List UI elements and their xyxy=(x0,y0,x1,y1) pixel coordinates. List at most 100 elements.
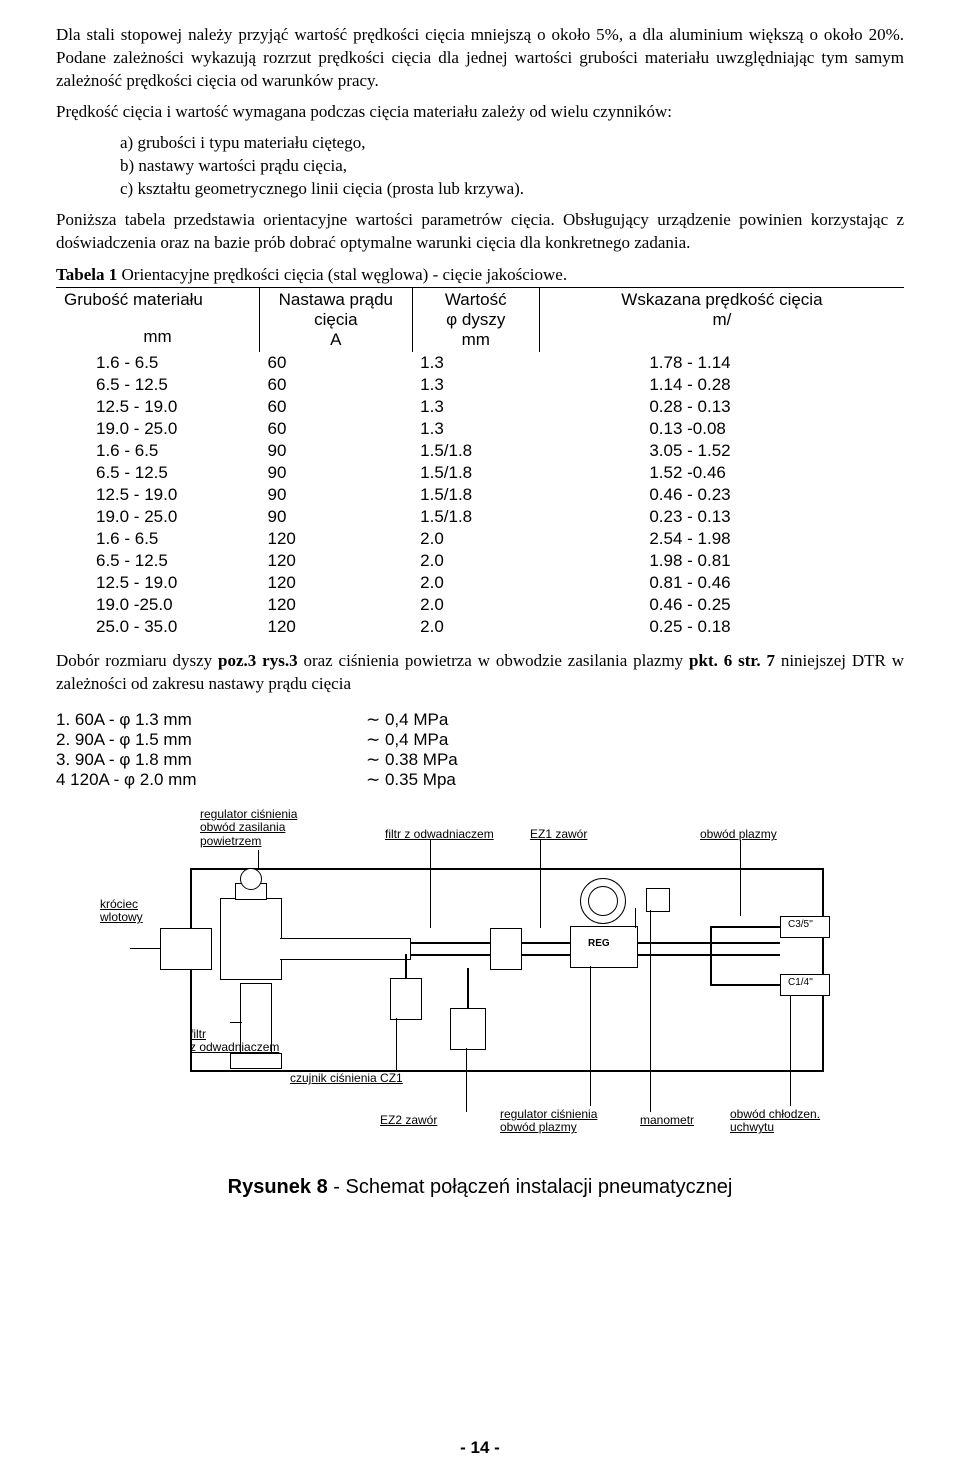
page-number: - 14 - xyxy=(0,1438,960,1458)
table-cell: 2.0 xyxy=(412,594,539,616)
table-cell: 1.3 xyxy=(412,396,539,418)
table-cell: 60 xyxy=(260,352,413,374)
table-row: 12.5 - 19.0901.5/1.80.46 - 0.23 xyxy=(56,484,904,506)
table-cell: 1.52 -0.46 xyxy=(539,462,904,484)
th4-l2: m/ xyxy=(712,310,731,330)
nozzle-left: 4 120A - φ 2.0 mm xyxy=(56,770,366,790)
table-title-bold: Tabela 1 xyxy=(56,265,117,284)
table-header-row: Grubość materiału mm Nastawa prądu cięci… xyxy=(56,288,904,353)
table-cell: 120 xyxy=(260,594,413,616)
lbl-obwchl2: uchwytu xyxy=(730,1121,774,1134)
nozzle-left: 1. 60A - φ 1.3 mm xyxy=(56,710,366,730)
pneumatic-schematic: regulator ciśnienia obwód zasilania powi… xyxy=(90,808,870,1148)
nozzle-row: 4 120A - φ 2.0 mm∼ 0.35 Mpa xyxy=(56,770,904,790)
figure-caption: Rysunek 8 - Schemat połączeń instalacji … xyxy=(56,1176,904,1199)
table-cell: 25.0 - 35.0 xyxy=(56,616,260,638)
factor-b: b) nastawy wartości prądu cięcia, xyxy=(120,155,904,178)
nozzle-right: ∼ 0,4 MPa xyxy=(366,730,904,750)
lbl-krociec2: wlotowy xyxy=(100,911,143,924)
table-row: 19.0 -25.01202.00.46 - 0.25 xyxy=(56,594,904,616)
table-cell: 1.98 - 0.81 xyxy=(539,550,904,572)
table-row: 6.5 - 12.51202.01.98 - 0.81 xyxy=(56,550,904,572)
table-cell: 90 xyxy=(260,440,413,462)
nozzle-list: 1. 60A - φ 1.3 mm∼ 0,4 MPa2. 90A - φ 1.5… xyxy=(56,710,904,790)
caption-bold: Rysunek 8 xyxy=(228,1176,328,1198)
table-cell: 60 xyxy=(260,418,413,440)
nozzle-row: 1. 60A - φ 1.3 mm∼ 0,4 MPa xyxy=(56,710,904,730)
caption-rest: - Schemat połączeń instalacji pneumatycz… xyxy=(328,1176,733,1198)
table-cell: 1.3 xyxy=(412,374,539,396)
table-row: 19.0 - 25.0601.30.13 -0.08 xyxy=(56,418,904,440)
table-cell: 2.54 - 1.98 xyxy=(539,528,904,550)
p4a: Dobór rozmiaru dyszy xyxy=(56,651,218,670)
p4b: poz.3 rys.3 xyxy=(218,651,298,670)
table-cell: 120 xyxy=(260,572,413,594)
table-row: 6.5 - 12.5901.5/1.81.52 -0.46 xyxy=(56,462,904,484)
table-cell: 120 xyxy=(260,616,413,638)
lbl-c35: C3/5'' xyxy=(788,919,813,930)
paragraph-note: Poniższa tabela przedstawia orientacyjne… xyxy=(56,209,904,255)
table-cell: 120 xyxy=(260,550,413,572)
table-cell: 6.5 - 12.5 xyxy=(56,462,260,484)
nozzle-left: 2. 90A - φ 1.5 mm xyxy=(56,730,366,750)
table-cell: 1.5/1.8 xyxy=(412,440,539,462)
th2-l3: A xyxy=(330,330,341,350)
table-cell: 2.0 xyxy=(412,572,539,594)
lbl-ez1: EZ1 zawór xyxy=(530,828,587,841)
table-cell: 2.0 xyxy=(412,616,539,638)
table-cell: 1.5/1.8 xyxy=(412,462,539,484)
table-cell: 3.05 - 1.52 xyxy=(539,440,904,462)
table-cell: 12.5 - 19.0 xyxy=(56,396,260,418)
th3-l2: φ dyszy xyxy=(446,310,505,330)
lbl-regpl2: obwód plazmy xyxy=(500,1121,577,1134)
table-row: 1.6 - 6.5601.31.78 - 1.14 xyxy=(56,352,904,374)
p4d: pkt. 6 str. 7 xyxy=(689,651,775,670)
table-title-rest: Orientacyjne prędkości cięcia (stal węgl… xyxy=(117,265,567,284)
table-cell: 0.46 - 0.23 xyxy=(539,484,904,506)
table-cell: 6.5 - 12.5 xyxy=(56,550,260,572)
table-cell: 1.3 xyxy=(412,352,539,374)
lbl-manometr: manometr xyxy=(640,1114,694,1127)
th2-l1: Nastawa prądu xyxy=(279,290,393,310)
th3-l3: mm xyxy=(462,330,490,350)
table-cell: 19.0 - 25.0 xyxy=(56,506,260,528)
lbl-obw-plazmy: obwód plazmy xyxy=(700,828,777,841)
lbl-c14: C1/4'' xyxy=(788,977,813,988)
lbl-z-odw: z odwadniaczem xyxy=(190,1041,279,1054)
table-cell: 120 xyxy=(260,528,413,550)
table-cell: 1.14 - 0.28 xyxy=(539,374,904,396)
p4c: oraz ciśnienia powietrza w obwodzie zasi… xyxy=(298,651,689,670)
table-cell: 0.13 -0.08 xyxy=(539,418,904,440)
lbl-filtr-odw: filtr z odwadniaczem xyxy=(385,828,494,841)
table-cell: 0.23 - 0.13 xyxy=(539,506,904,528)
table-row: 1.6 - 6.51202.02.54 - 1.98 xyxy=(56,528,904,550)
table-row: 1.6 - 6.5901.5/1.83.05 - 1.52 xyxy=(56,440,904,462)
nozzle-row: 3. 90A - φ 1.8 mm∼ 0.38 MPa xyxy=(56,750,904,770)
table-cell: 90 xyxy=(260,462,413,484)
table-title: Tabela 1 Orientacyjne prędkości cięcia (… xyxy=(56,264,904,287)
table-row: 6.5 - 12.5601.31.14 - 0.28 xyxy=(56,374,904,396)
table-cell: 12.5 - 19.0 xyxy=(56,484,260,506)
lbl-czujnik: czujnik ciśnienia CZ1 xyxy=(290,1072,403,1085)
paragraph-nozzle: Dobór rozmiaru dyszy poz.3 rys.3 oraz ci… xyxy=(56,650,904,696)
factor-a: a) grubości i typu materiału ciętego, xyxy=(120,132,904,155)
nozzle-right: ∼ 0.35 Mpa xyxy=(366,770,904,790)
table-cell: 6.5 - 12.5 xyxy=(56,374,260,396)
th4-l1: Wskazana prędkość cięcia xyxy=(621,290,822,310)
paragraph-intro: Dla stali stopowej należy przyjąć wartoś… xyxy=(56,24,904,93)
table-cell: 1.78 - 1.14 xyxy=(539,352,904,374)
factor-c: c) kształtu geometrycznego linii cięcia … xyxy=(120,178,904,201)
th1-l1: Grubość materiału xyxy=(64,290,251,310)
table-cell: 1.6 - 6.5 xyxy=(56,528,260,550)
table-cell: 0.81 - 0.46 xyxy=(539,572,904,594)
table-cell: 1.3 xyxy=(412,418,539,440)
table-cell: 1.5/1.8 xyxy=(412,506,539,528)
table-cell: 90 xyxy=(260,506,413,528)
nozzle-left: 3. 90A - φ 1.8 mm xyxy=(56,750,366,770)
table-cell: 0.28 - 0.13 xyxy=(539,396,904,418)
table-cell: 12.5 - 19.0 xyxy=(56,572,260,594)
lbl-ez2: EZ2 zawór xyxy=(380,1114,437,1127)
table-cell: 0.46 - 0.25 xyxy=(539,594,904,616)
cutting-speed-table: Grubość materiału mm Nastawa prądu cięci… xyxy=(56,287,904,638)
table-cell: 1.6 - 6.5 xyxy=(56,352,260,374)
